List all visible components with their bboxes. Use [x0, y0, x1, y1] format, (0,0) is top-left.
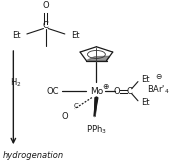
Text: Et: Et — [142, 75, 150, 85]
Text: O: O — [43, 2, 49, 11]
Polygon shape — [95, 98, 98, 116]
Text: OC: OC — [47, 87, 59, 96]
Text: C: C — [73, 103, 78, 109]
Text: H$_2$: H$_2$ — [10, 77, 21, 90]
Text: C: C — [127, 87, 133, 96]
Polygon shape — [86, 56, 110, 61]
Text: $\oplus$: $\oplus$ — [102, 82, 110, 91]
Text: C: C — [43, 21, 49, 30]
Text: hydrogenation: hydrogenation — [3, 151, 64, 160]
Text: BAr'$_4$: BAr'$_4$ — [147, 83, 170, 96]
Text: Et: Et — [71, 31, 80, 40]
Text: O: O — [114, 87, 120, 96]
Text: Et: Et — [142, 98, 150, 107]
Text: Mo: Mo — [90, 87, 103, 96]
Text: O: O — [62, 112, 68, 121]
Text: $\ominus$: $\ominus$ — [155, 72, 163, 81]
Text: PPh$_3$: PPh$_3$ — [86, 123, 107, 136]
Text: Et: Et — [12, 31, 21, 40]
